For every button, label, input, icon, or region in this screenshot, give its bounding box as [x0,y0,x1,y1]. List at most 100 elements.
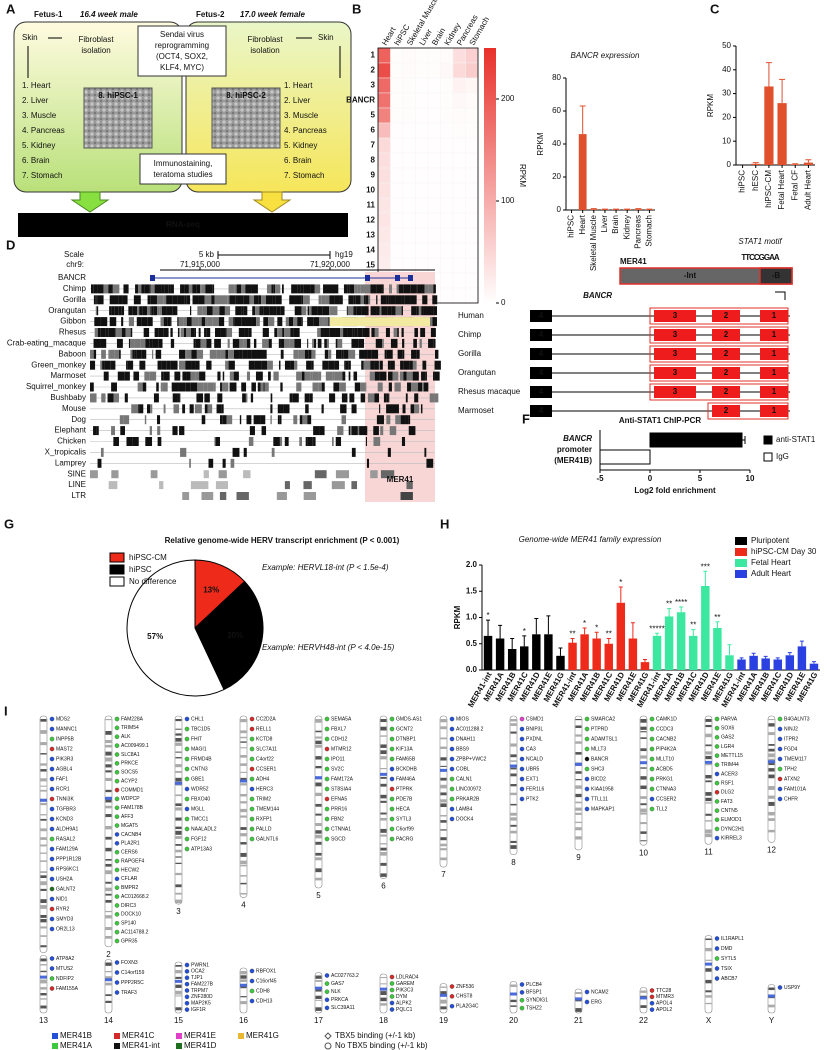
align-block [239,338,244,348]
error-bar [703,570,708,586]
align-block [198,317,202,327]
chromosome [104,959,113,1014]
gene-label: CALN1 [456,776,472,782]
band [240,852,247,857]
align-block [161,360,167,370]
align-block [220,415,223,425]
heat-cell [415,107,429,124]
chart-title: BANCR expression [571,51,640,60]
track-label: Mouse [62,404,87,413]
align-block [257,349,261,359]
band [175,764,182,768]
align-block [334,371,339,381]
band [105,740,112,744]
repeat [150,470,158,479]
align-block [261,426,267,436]
gene-label: NCALD [526,756,543,762]
align-block [113,437,119,446]
align-block [346,306,348,316]
category-label: BANCR [563,434,592,443]
scale-bar [217,251,331,259]
chromosome-label: 19 [439,1016,448,1025]
label: 7. Stomach [284,171,324,180]
band [105,836,112,840]
align-block [215,437,220,446]
exon-label: 1 [772,368,777,377]
align-block [124,371,130,381]
bar [701,586,710,670]
align-block [177,328,180,337]
gene-dot [184,736,190,742]
band [440,999,447,1004]
heat-cell [440,182,454,199]
align-block [421,306,424,316]
band [240,875,247,877]
band [105,777,112,782]
align-block [307,415,312,425]
gene-label: NID1 [56,896,68,902]
label: hg19 [335,250,353,259]
gene-dot [389,726,395,732]
bar [604,643,613,670]
align-block [425,371,427,381]
gene-label: LAMB4 [456,806,473,812]
gene-dot [114,734,120,740]
chromosome [39,715,48,953]
gene-label: ZNF280D [191,994,213,1000]
track-label: Elephant [54,426,86,435]
band [40,753,47,755]
band [768,774,775,779]
align-block [180,284,185,294]
align-block [245,317,252,327]
band [640,785,647,790]
align-block [100,328,106,337]
align-block [282,328,285,337]
align-block [212,306,220,316]
heat-cell [415,257,429,274]
align-block [120,426,126,436]
align-block [133,371,140,381]
align-block [349,284,355,294]
error-bar [727,644,732,656]
align-block [277,415,280,425]
band [240,975,247,979]
gene-label: DOCK4 [456,816,473,822]
align-block [262,328,269,337]
band [40,844,47,847]
align-block [93,426,97,436]
band [40,852,47,854]
band [105,730,112,735]
align-block [185,360,192,370]
gene-dot [449,776,455,782]
gene-label: TRPM7 [191,988,208,994]
gene-label: SOX6 [721,725,735,731]
align-block [365,349,368,359]
heat-cell [415,182,429,199]
band [40,802,47,806]
align-block [160,317,164,327]
align-block [339,295,343,305]
label: 5. Kidney [22,141,55,150]
centromere [768,760,775,764]
gene-label: FAF1 [56,776,68,782]
gene-label: PARVA [721,716,738,722]
heat-cell [440,212,454,229]
align-block [428,284,434,294]
x-tick-label: Brain [611,215,620,234]
align-block [217,371,221,381]
band [640,731,647,733]
align-block [226,328,233,337]
gene-label: GALNT2 [56,886,76,892]
panel-label: F [522,411,530,426]
gene-dot [649,716,655,722]
align-block [208,458,214,468]
gene-dot [777,796,783,802]
exon [530,367,552,379]
heat-cell [377,242,391,259]
gene-label: ACYP2 [121,778,138,784]
gene-label: SMYD3 [56,916,73,922]
align-block [320,328,324,337]
x-tick-label: 0 [648,474,653,483]
gene-label: NAALADL2 [191,826,217,832]
align-block [97,295,104,305]
